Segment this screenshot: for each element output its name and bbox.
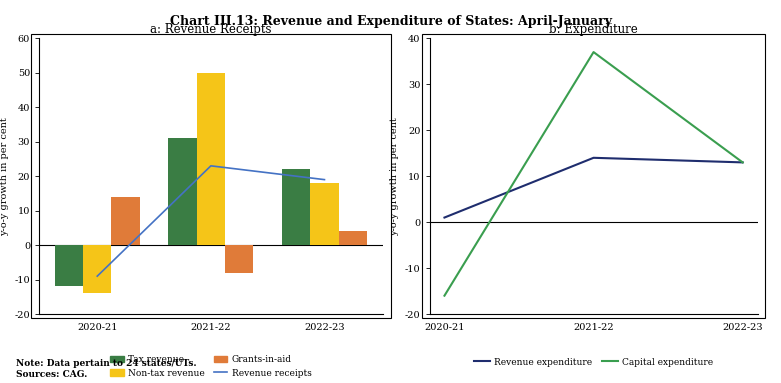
Bar [83,245,112,293]
Y-axis label: y-o-y growth in per cent: y-o-y growth in per cent [390,117,399,236]
Text: Note: Data pertain to 24 states/UTs.: Note: Data pertain to 24 states/UTs. [16,359,196,368]
Legend: Revenue expenditure, Capital expenditure: Revenue expenditure, Capital expenditure [470,354,717,370]
Bar [225,245,254,273]
Bar [168,138,197,245]
Bar [55,245,83,286]
Title: b: Expenditure: b: Expenditure [549,23,638,36]
Bar [310,183,339,245]
Bar [197,73,225,245]
Text: Sources: CAG.: Sources: CAG. [16,370,87,379]
Bar [282,169,310,245]
Title: a: Revenue Receipts: a: Revenue Receipts [150,23,272,36]
Bar [339,231,367,245]
Bar [112,197,140,245]
Y-axis label: y-o-y growth in per cent: y-o-y growth in per cent [0,117,9,236]
Legend: Tax revenue, Non-tax revenue, Grants-in-aid, Revenue receipts: Tax revenue, Non-tax revenue, Grants-in-… [106,352,316,381]
Text: Chart III.13: Revenue and Expenditure of States: April-January: Chart III.13: Revenue and Expenditure of… [169,15,612,28]
